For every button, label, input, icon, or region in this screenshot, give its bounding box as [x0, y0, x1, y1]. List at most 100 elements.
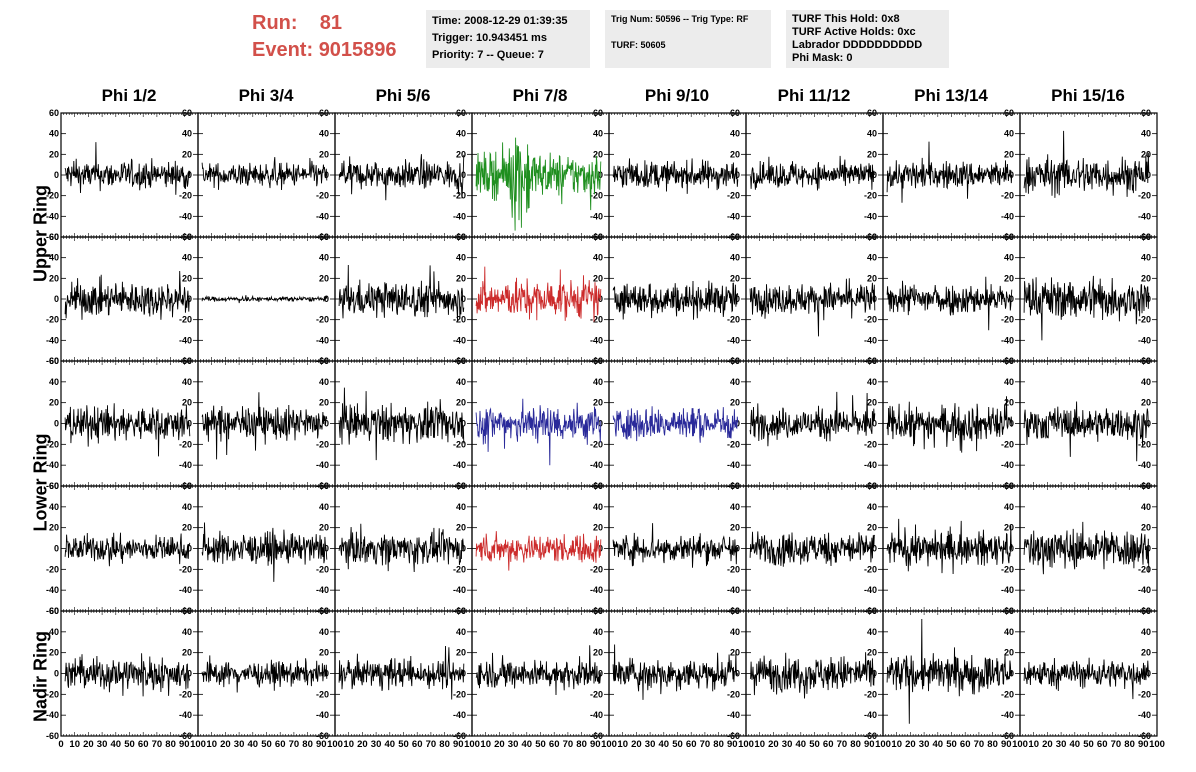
y-tick-label: 40 [182, 502, 192, 512]
event-label: Event: [252, 39, 314, 61]
y-tick-label: 20 [1004, 149, 1014, 159]
y-tick-label: 20 [593, 398, 603, 408]
y-tick-label: 40 [867, 129, 877, 139]
y-tick-label: -40 [453, 585, 466, 595]
y-tick-label: -20 [864, 191, 877, 201]
y-tick-label: 20 [182, 398, 192, 408]
waveform-trace [612, 406, 739, 443]
y-tick-label: -40 [316, 211, 329, 221]
column-title: Phi 13/14 [914, 86, 988, 105]
column-title: Phi 9/10 [644, 86, 710, 105]
y-tick-label: 40 [49, 129, 59, 139]
y-tick-label: -20 [316, 191, 329, 201]
waveform-trace [886, 276, 1013, 331]
y-tick-label: 20 [1004, 273, 1014, 283]
y-tick-label: 40 [867, 502, 877, 512]
y-tick-label: -20 [179, 439, 192, 449]
y-tick-label: 20 [593, 648, 603, 658]
y-tick-label: 40 [1004, 377, 1014, 387]
y-tick-label: 40 [867, 253, 877, 263]
y-tick-label: -20 [727, 439, 740, 449]
waveform-trace [612, 644, 739, 700]
y-tick-label: 20 [319, 398, 329, 408]
waveform-trace [64, 653, 191, 697]
y-tick-label: 40 [182, 253, 192, 263]
waveform-trace [338, 645, 465, 700]
y-tick-label: 60 [49, 108, 59, 118]
y-tick-label: 40 [49, 627, 59, 637]
event-value: 9015896 [318, 39, 397, 61]
y-tick-label: 40 [319, 129, 329, 139]
y-tick-label: 0 [735, 419, 740, 429]
waveform-trace [338, 264, 465, 321]
turf-hold-text: TURF This Hold: 0x8 [792, 13, 900, 25]
y-tick-label: -20 [1138, 564, 1151, 574]
y-tick-label: 20 [1141, 273, 1151, 283]
y-tick-label: -40 [1001, 710, 1014, 720]
y-tick-label: 20 [182, 648, 192, 658]
y-tick-label: -40 [864, 335, 877, 345]
y-tick-label: -60 [453, 731, 466, 741]
time-text: Time: 2008-12-29 01:39:35 [432, 15, 568, 27]
y-tick-label: -20 [453, 315, 466, 325]
y-tick-label: 40 [867, 627, 877, 637]
y-tick-label: 40 [867, 377, 877, 387]
y-tick-label: -20 [1001, 564, 1014, 574]
info-box-trig: Trig Num: 50596 -- Trig Type: RF TURF: 5… [605, 10, 771, 68]
y-tick-label: 20 [593, 273, 603, 283]
waveform-trace [64, 270, 191, 320]
trig-text: Trig Num: 50596 -- Trig Type: RF [611, 14, 749, 24]
y-tick-label: -20 [590, 439, 603, 449]
waveform-trace [749, 652, 876, 699]
y-tick-label: -40 [46, 335, 59, 345]
y-tick-label: 60 [49, 481, 59, 491]
waveform-trace [201, 392, 328, 460]
y-tick-label: 0 [735, 294, 740, 304]
y-tick-label: -20 [316, 564, 329, 574]
y-tick-label: 40 [730, 253, 740, 263]
y-tick-label: 20 [1141, 648, 1151, 658]
y-tick-label: -40 [590, 585, 603, 595]
column-title: Phi 3/4 [238, 86, 294, 105]
y-tick-label: 40 [456, 377, 466, 387]
y-tick-label: 40 [730, 627, 740, 637]
y-tick-label: 20 [1004, 398, 1014, 408]
waveform-trace [886, 141, 1013, 203]
y-tick-label: -20 [590, 191, 603, 201]
y-tick-label: 40 [593, 129, 603, 139]
waveform-trace [64, 142, 191, 195]
y-tick-label: 40 [1004, 253, 1014, 263]
y-tick-label: 40 [1141, 129, 1151, 139]
y-tick-label: -60 [727, 731, 740, 741]
y-tick-label: -20 [1138, 315, 1151, 325]
waveform-trace [886, 396, 1013, 453]
y-tick-label: 40 [49, 253, 59, 263]
waveform-trace [749, 155, 876, 191]
y-tick-label: -40 [179, 335, 192, 345]
y-tick-label: -20 [727, 315, 740, 325]
y-tick-label: 40 [182, 627, 192, 637]
y-tick-label: -40 [453, 335, 466, 345]
y-tick-label: -40 [179, 585, 192, 595]
y-tick-label: -40 [864, 710, 877, 720]
y-tick-label: 40 [456, 502, 466, 512]
panel-frame [334, 236, 473, 362]
run-value: 81 [319, 12, 343, 34]
y-tick-label: 20 [867, 149, 877, 159]
y-tick-label: -20 [727, 191, 740, 201]
y-tick-label: 40 [319, 253, 329, 263]
waveform-trace [1023, 521, 1150, 575]
y-tick-label: 0 [324, 544, 329, 554]
y-tick-label: 0 [54, 294, 59, 304]
labrador-text: Labrador DDDDDDDDDD [792, 39, 923, 51]
y-tick-label: 20 [49, 398, 59, 408]
